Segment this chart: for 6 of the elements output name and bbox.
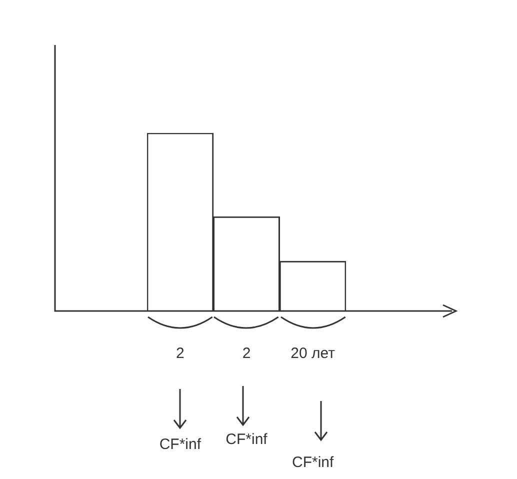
x-tick-label: 2: [176, 345, 184, 362]
x-tick-label: 20 лет: [290, 345, 336, 362]
text: CF*inf: [226, 431, 268, 448]
x-tick-label: 2: [242, 345, 251, 362]
text: CF*inf: [292, 454, 334, 472]
text: CF*inf: [159, 436, 202, 454]
